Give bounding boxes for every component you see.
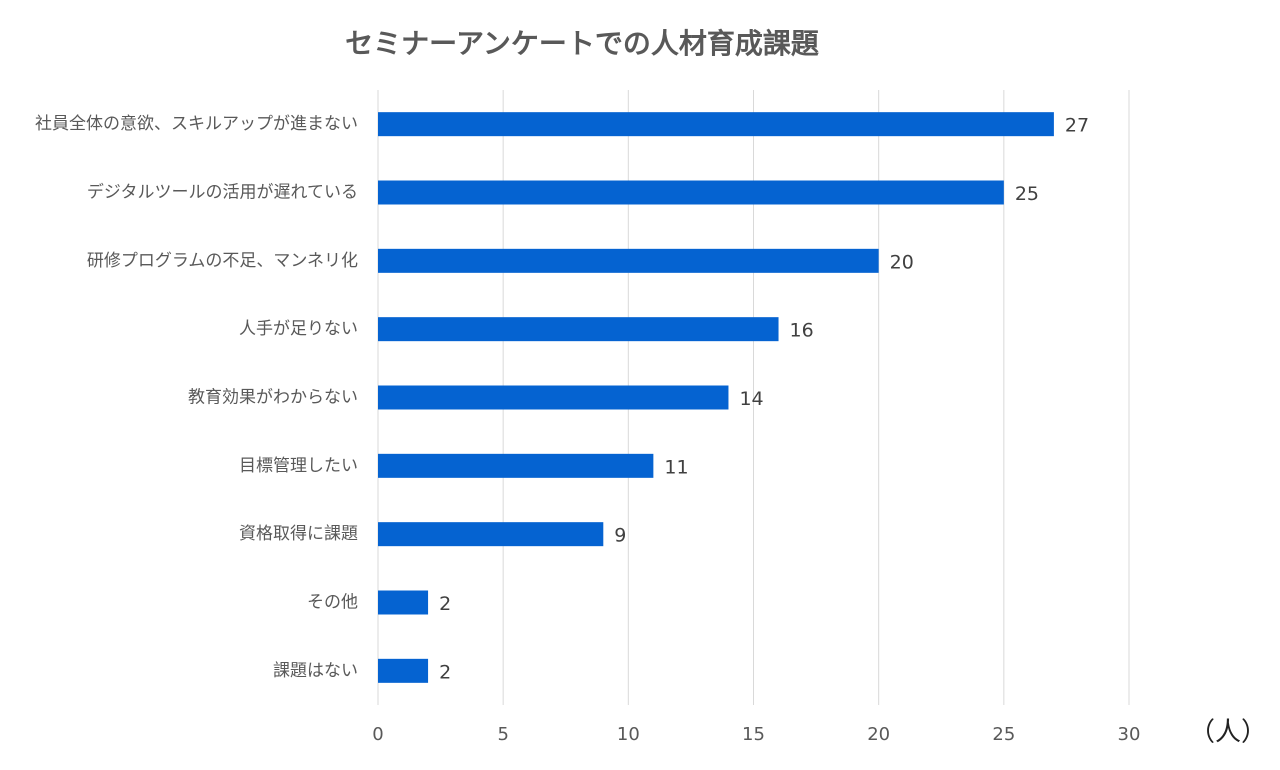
x-tick-label: 25 bbox=[992, 724, 1015, 745]
y-tick-label: 課題はない bbox=[273, 661, 358, 681]
bar bbox=[378, 248, 879, 273]
value-label: 16 bbox=[790, 320, 814, 342]
chart-title: セミナーアンケートでの人材育成課題 bbox=[345, 27, 820, 60]
y-tick-label: その他 bbox=[307, 593, 358, 613]
value-label: 2 bbox=[439, 593, 451, 615]
value-label: 25 bbox=[1015, 183, 1039, 205]
x-tick-label: 10 bbox=[617, 724, 640, 745]
value-label: 11 bbox=[664, 456, 688, 478]
y-tick-label: 目標管理したい bbox=[239, 456, 358, 476]
x-tick-label: 15 bbox=[742, 724, 765, 745]
bar bbox=[378, 317, 779, 342]
y-tick-label: 研修プログラムの不足、マンネリ化 bbox=[87, 251, 358, 271]
bar bbox=[378, 112, 1054, 137]
bar bbox=[378, 522, 604, 547]
value-label: 20 bbox=[890, 251, 914, 273]
x-tick-label: 5 bbox=[497, 724, 508, 745]
y-tick-label: 資格取得に課題 bbox=[239, 524, 358, 544]
x-tick-label: 30 bbox=[1118, 724, 1141, 745]
value-label: 2 bbox=[439, 661, 451, 683]
bar bbox=[378, 453, 654, 478]
bar bbox=[378, 658, 429, 683]
bar bbox=[378, 180, 1004, 205]
value-label: 9 bbox=[614, 525, 626, 547]
y-tick-label: デジタルツールの活用が遅れている bbox=[87, 182, 358, 203]
value-label: 14 bbox=[739, 388, 763, 410]
bar bbox=[378, 590, 429, 615]
value-label: 27 bbox=[1065, 115, 1089, 137]
x-tick-label: 0 bbox=[372, 724, 383, 745]
bar bbox=[378, 385, 729, 410]
y-tick-label: 教育効果がわからない bbox=[188, 388, 358, 408]
x-tick-label: 20 bbox=[867, 724, 890, 745]
y-tick-label: 社員全体の意欲、スキルアップが進まない bbox=[35, 114, 358, 134]
x-axis-unit: （人） bbox=[1189, 718, 1267, 748]
y-tick-label: 人手が足りない bbox=[239, 319, 358, 339]
